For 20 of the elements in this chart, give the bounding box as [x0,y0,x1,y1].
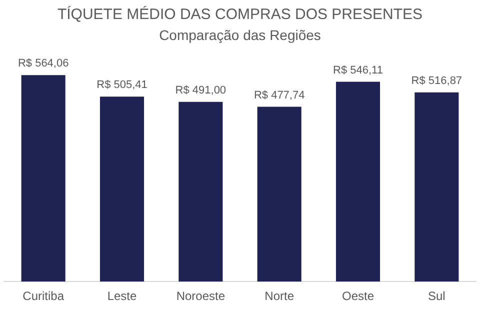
x-tick-label: Leste [107,289,137,304]
bar [178,102,223,282]
x-tick-label: Norte [264,289,294,304]
data-label: R$ 546,11 [333,64,383,76]
x-tick-label: Curitiba [22,289,64,304]
bar [257,106,302,282]
x-tick-label: Oeste [342,289,374,304]
chart-subtitle: Comparação das Regiões [158,27,322,43]
data-label: R$ 505,41 [96,79,148,92]
bar [21,75,66,282]
chart-title: TÍQUETE MÉDIO DAS COMPRAS DOS PRESENTES [56,6,424,23]
x-tick-label: Noroeste [176,289,226,304]
data-label: R$ 516,87 [411,74,462,87]
bar [414,92,459,282]
data-label: R$ 564,06 [18,58,69,70]
x-tick-label: Sul [428,289,446,304]
data-label: R$ 491,00 [175,84,226,96]
bar [336,82,380,282]
data-label: R$ 477,74 [254,89,305,102]
bar [100,96,144,282]
